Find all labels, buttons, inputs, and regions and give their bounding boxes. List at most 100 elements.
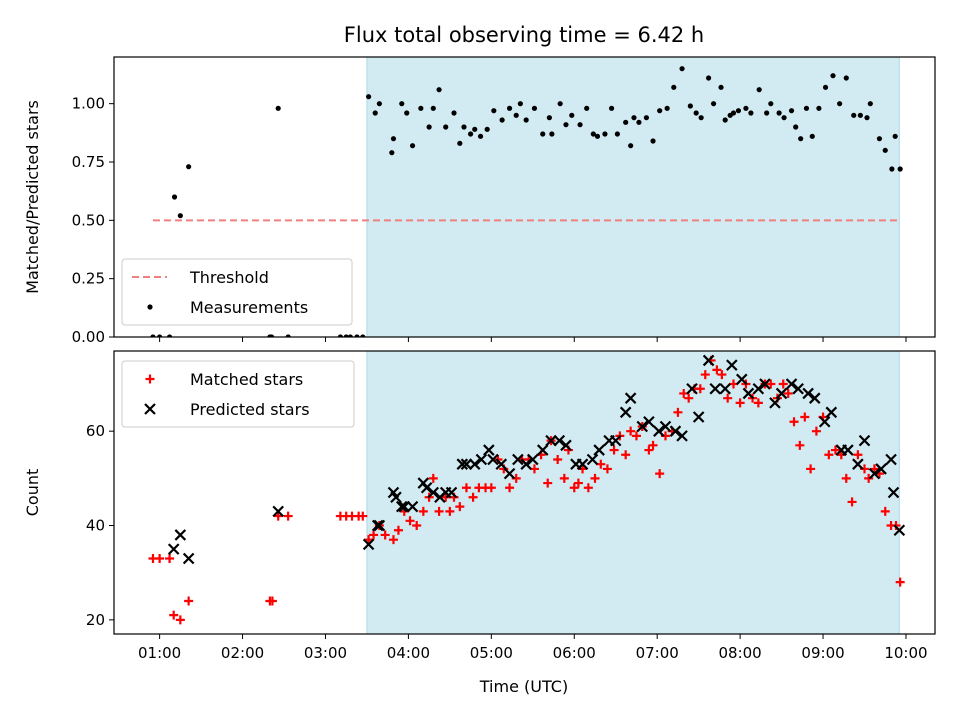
y-tick-label: 0.75	[72, 153, 105, 171]
predicted-star-point	[818, 415, 831, 428]
measurement-point	[687, 103, 693, 109]
x-axis-label: Time (UTC)	[479, 677, 568, 696]
measurement-point	[843, 75, 849, 81]
measurement-point	[399, 101, 405, 107]
matched-star-point	[880, 506, 890, 516]
measurement-point	[735, 108, 742, 114]
matched-star-point	[806, 464, 816, 474]
measurement-point	[710, 101, 717, 107]
matched-star-point	[169, 610, 179, 620]
y-tick-label: 40	[86, 517, 105, 535]
series-measurements	[150, 66, 903, 337]
y-tick-label: 0.25	[72, 270, 105, 288]
predicted-star-point	[792, 382, 804, 395]
matched-star-point	[648, 440, 658, 450]
predicted-star-point	[893, 524, 906, 537]
matched-star-point	[655, 469, 665, 479]
predicted-star-point	[702, 354, 715, 367]
x-tick-label: 07:00	[636, 644, 679, 662]
predicted-star-point	[503, 467, 516, 480]
plot-area	[148, 354, 906, 625]
measurement-point	[748, 110, 754, 116]
matched-star-point	[590, 473, 600, 483]
measurement-point	[546, 115, 552, 121]
measurement-point	[186, 164, 192, 170]
matched-star-point	[631, 431, 641, 441]
measurement-point	[764, 110, 770, 116]
matched-star-point	[869, 464, 879, 474]
predicted-star-point	[785, 378, 798, 390]
matched-star-point	[712, 365, 722, 375]
predicted-star-point	[373, 519, 386, 532]
legend-measurements-swatch	[147, 304, 153, 310]
measurement-point	[372, 110, 378, 116]
predicted-star-point	[808, 392, 821, 404]
measurement-point	[679, 66, 685, 72]
measurement-point	[793, 124, 799, 130]
plot-area	[150, 66, 903, 337]
y-tick-label: 20	[86, 611, 105, 629]
shaded-interval	[366, 350, 900, 635]
matched-star-point	[283, 511, 293, 521]
measurement-point	[523, 117, 529, 123]
measurement-point	[730, 110, 737, 116]
predicted-star-point	[512, 453, 524, 466]
x-tick-label: 08:00	[718, 644, 761, 662]
y-axis-label: Count	[23, 469, 42, 517]
measurement-point	[268, 334, 275, 337]
measurement-point	[664, 105, 670, 111]
matched-star-point	[364, 535, 374, 545]
matched-star-point	[609, 445, 619, 455]
axes-frame	[113, 56, 936, 338]
y-tick-label: 60	[86, 422, 105, 440]
measurement-point	[867, 101, 873, 107]
matched-star-point	[184, 596, 194, 606]
measurement-point	[472, 126, 478, 132]
predicted-star-point	[445, 486, 458, 499]
predicted-star-point	[636, 420, 649, 433]
measurement-point	[864, 115, 870, 121]
matched-star-point	[559, 473, 569, 483]
predicted-star-point	[775, 387, 788, 400]
measurement-point	[809, 133, 815, 139]
measurement-point	[628, 143, 634, 149]
measurement-point	[882, 147, 888, 153]
x-tick-label: 05:00	[470, 644, 513, 662]
matched-star-point	[679, 388, 689, 398]
predicted-star-point	[362, 538, 375, 551]
matched-star-point	[626, 426, 636, 436]
figure-title: Flux total observing time = 6.42 h	[344, 23, 704, 47]
legend-predicted-swatch	[144, 403, 156, 415]
matched-star-point	[621, 450, 631, 460]
measurement-point	[594, 133, 601, 139]
matched-star-point	[486, 483, 496, 493]
legend: Matched stars Predicted stars	[121, 360, 355, 428]
measurement-point	[347, 334, 353, 337]
count-panel: 20 40 60 01:00 02:00 03:00 04:00 05:00 06:00 07:0…	[23, 350, 936, 662]
y-tick-label: 0.50	[72, 211, 105, 229]
measurement-point	[602, 131, 608, 137]
matched-star-point	[434, 506, 444, 516]
measurement-point	[798, 136, 804, 142]
predicted-star-point	[390, 491, 402, 503]
predicted-star-point	[182, 552, 195, 565]
x-tick-label: 06:00	[553, 644, 596, 662]
measurement-point	[830, 73, 836, 79]
predicted-star-point	[420, 482, 433, 494]
measurement-point	[706, 75, 712, 81]
measurement-point	[563, 122, 569, 128]
measurement-point	[404, 110, 410, 116]
measurement-point	[531, 105, 538, 111]
predicted-star-point	[609, 434, 622, 447]
matched-star-point	[695, 384, 705, 394]
x-tick-label: 10:00	[884, 644, 927, 662]
measurement-point	[506, 105, 513, 111]
matched-star-point	[795, 440, 805, 450]
matched-star-point	[728, 379, 738, 389]
measurement-point	[892, 133, 898, 139]
measurement-point	[157, 334, 163, 337]
x-tick-label: 01:00	[138, 644, 181, 662]
predicted-star-point	[653, 425, 665, 437]
measurement-point	[461, 124, 467, 130]
legend-threshold-label: Threshold	[189, 268, 269, 287]
